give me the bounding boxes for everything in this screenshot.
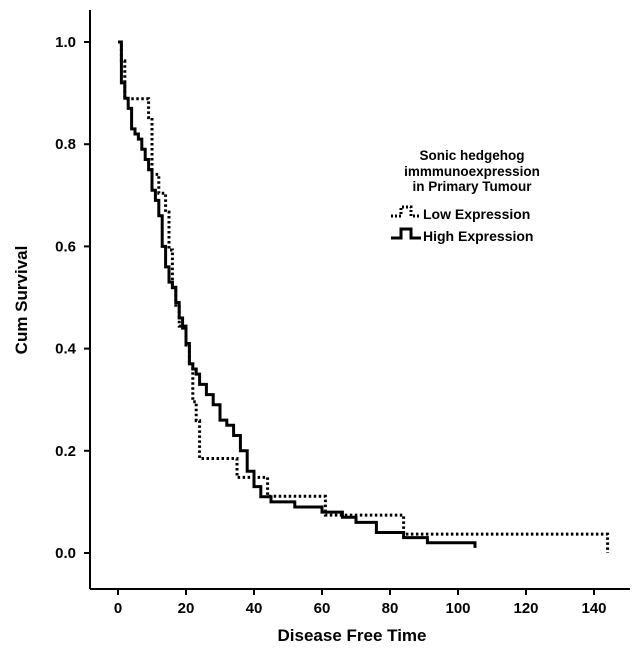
series-low-expression-line — [118, 40, 610, 553]
x-axis-title: Disease Free Time — [278, 626, 427, 645]
x-tick-label: 60 — [314, 600, 331, 617]
x-tick-label: 120 — [513, 600, 538, 617]
x-tick-label: 0 — [114, 600, 122, 617]
x-tick-label: 80 — [382, 600, 399, 617]
y-tick-label: 0.0 — [55, 545, 76, 562]
legend-title-line-3: in Primary Tumour — [412, 179, 532, 194]
series-layer — [118, 40, 610, 553]
legend-swatch-high-expression — [391, 227, 421, 240]
series-high-expression-line — [118, 40, 477, 548]
x-tick-label: 20 — [178, 600, 195, 617]
y-tick-label: 0.4 — [55, 341, 77, 358]
x-axis-ticks: 0 20 40 60 80 100 120 140 — [114, 589, 607, 617]
y-axis-title: Cum Survival — [12, 246, 31, 355]
x-tick-label: 140 — [581, 600, 606, 617]
x-tick-label: 100 — [445, 600, 470, 617]
x-tick-label: 40 — [246, 600, 263, 617]
legend-label-high-expression: High Expression — [423, 228, 533, 244]
y-tick-label: 0.8 — [55, 136, 76, 153]
y-tick-label: 1.0 — [55, 34, 76, 51]
legend-swatch-low-expression — [391, 205, 421, 218]
legend-title-line-1: Sonic hedgehog — [419, 148, 524, 163]
y-tick-label: 0.6 — [55, 238, 76, 255]
y-axis-ticks: 0.0 0.2 0.4 0.6 0.8 1.0 — [55, 34, 90, 562]
legend-title-line-2: immmunoexpression — [404, 164, 540, 179]
y-tick-label: 0.2 — [55, 443, 76, 460]
legend-label-low-expression: Low Expression — [423, 206, 530, 222]
legend: Sonic hedgehog immmunoexpression in Prim… — [391, 148, 540, 244]
